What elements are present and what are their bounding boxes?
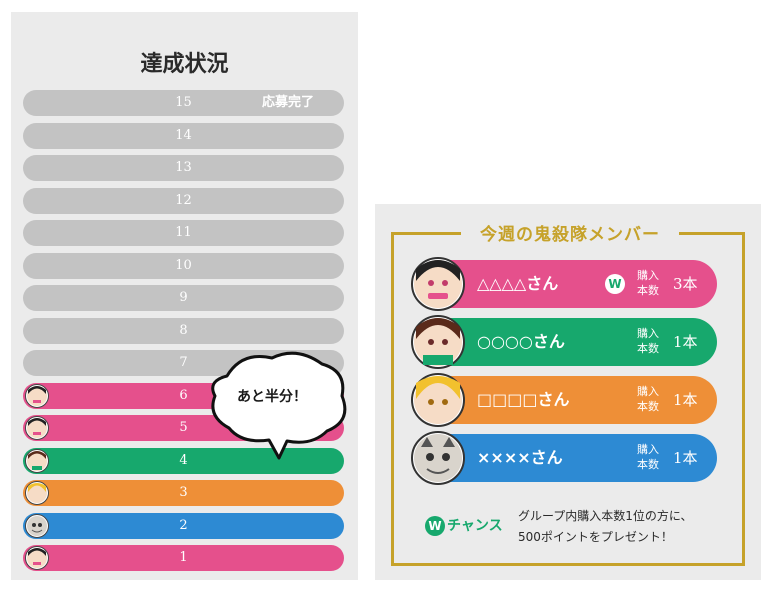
purchase-count: 3本 <box>673 275 698 293</box>
row-number: 12 <box>175 192 192 208</box>
character-avatar-icon <box>25 481 49 505</box>
w-chance-badge: W <box>605 274 625 294</box>
chance-description: グループ内購入本数1位の方に、 500ポイントをプレゼント！ <box>518 506 738 548</box>
progress-row-2: 2 <box>23 512 344 539</box>
w-chance-badge: W <box>425 516 445 536</box>
progress-title: 達成状況 <box>140 51 229 77</box>
character-avatar-icon <box>411 257 465 311</box>
character-avatar-icon <box>25 383 49 408</box>
status-label: 応募完了 <box>261 95 314 110</box>
purchase-count-label: 購入 本数 <box>633 326 663 356</box>
row-number: 5 <box>179 420 188 435</box>
gold-frame <box>391 232 745 566</box>
row-number: 4 <box>179 452 188 468</box>
gold-frame-top-right <box>679 232 745 235</box>
member-name: ○○○○さん <box>477 332 565 351</box>
progress-row-11: 11 <box>23 220 344 246</box>
label-line: 本数 <box>637 342 659 355</box>
progress-row-8: 8 <box>23 317 344 344</box>
chance-line: グループ内購入本数1位の方に、 <box>518 509 693 523</box>
member-name: □□□□さん <box>477 390 570 409</box>
row-number: 1 <box>179 550 188 565</box>
bubble-text: あと半分！ <box>237 389 307 405</box>
member-row: ○○○○さん 購入 本数 1本 <box>411 315 717 369</box>
chance-line: 500ポイントをプレゼント！ <box>518 530 673 544</box>
speech-bubble: あと半分！ <box>207 346 357 466</box>
progress-panel: 達成状況 15 応募完了 14 13 12 11 10 9 8 7 <box>11 12 358 580</box>
row-number: 6 <box>179 387 188 403</box>
character-avatar-icon <box>411 315 465 369</box>
progress-row-1: 1 <box>23 545 344 571</box>
progress-row-3: 3 <box>23 480 344 506</box>
speech-bubble-shape <box>211 351 347 460</box>
progress-row-15: 15 応募完了 <box>23 90 344 116</box>
progress-row-13: 13 <box>23 155 344 181</box>
row-number: 14 <box>175 127 192 143</box>
purchase-count-label: 購入 本数 <box>633 442 663 472</box>
member-name: ××××さん <box>477 448 563 467</box>
member-row: □□□□さん 購入 本数 1本 <box>411 373 717 427</box>
member-name: △△△△さん <box>477 274 559 293</box>
row-number: 7 <box>179 355 188 370</box>
progress-row-9: 9 <box>23 285 344 311</box>
label-line: 購入 <box>637 385 659 398</box>
label-line: 購入 <box>637 327 659 340</box>
row-number: 9 <box>179 290 188 305</box>
progress-row-4: 4 <box>23 447 344 474</box>
progress-row-12: 12 <box>23 187 344 214</box>
character-avatar-icon <box>25 546 49 570</box>
member-row: ××××さん 購入 本数 1本 <box>411 431 717 485</box>
purchase-count: 1本 <box>673 449 698 467</box>
chance-label: チャンス <box>447 518 503 534</box>
row-number: 10 <box>175 257 192 273</box>
character-avatar-icon <box>25 416 49 440</box>
label-line: 本数 <box>637 284 659 297</box>
progress-row-10: 10 <box>23 252 344 279</box>
members-title: 今週の鬼殺隊メンバー <box>480 225 660 245</box>
label-line: 購入 <box>637 443 659 456</box>
row-number: 15 <box>175 95 192 110</box>
gold-frame-top-left <box>391 232 461 235</box>
w-chance-note: W チャンス グループ内購入本数1位の方に、 500ポイントをプレゼント！ <box>425 506 735 546</box>
purchase-count-label: 購入 本数 <box>633 268 663 298</box>
row-number: 13 <box>175 160 192 175</box>
purchase-count: 1本 <box>673 391 698 409</box>
character-avatar-icon <box>25 448 49 473</box>
member-row: △△△△さん W 購入 本数 3本 <box>411 257 717 311</box>
row-number: 2 <box>179 517 188 533</box>
label-line: 本数 <box>637 400 659 413</box>
row-number: 8 <box>179 322 188 338</box>
character-avatar-icon <box>25 513 49 538</box>
character-avatar-icon <box>411 431 465 485</box>
character-avatar-icon <box>411 373 465 427</box>
progress-row-14: 14 <box>23 122 344 149</box>
row-number: 11 <box>175 225 192 240</box>
purchase-count: 1本 <box>673 333 698 351</box>
purchase-count-label: 購入 本数 <box>633 384 663 414</box>
label-line: 購入 <box>637 269 659 282</box>
label-line: 本数 <box>637 458 659 471</box>
members-panel: 今週の鬼殺隊メンバー △△△△さん W 購入 本数 3本 ○○○○さん 購入 本… <box>375 204 761 580</box>
row-number: 3 <box>179 485 188 500</box>
